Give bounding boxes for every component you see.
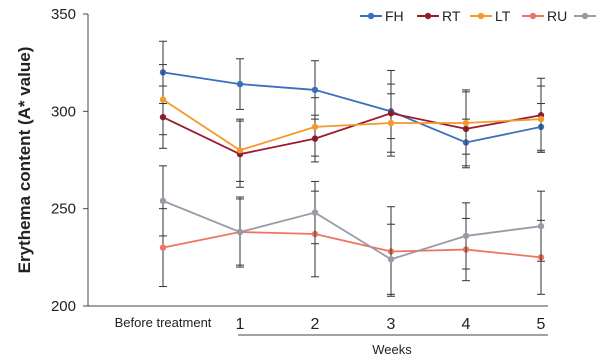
y-tick-label: 200 bbox=[51, 298, 76, 315]
x-tick-label: 3 bbox=[387, 316, 396, 333]
legend-item-ru: RU bbox=[522, 8, 567, 24]
x-axis-ticks: Before treatment 1 2 3 4 5 bbox=[115, 315, 546, 333]
data-point bbox=[462, 232, 470, 240]
legend: FH RT LT RU LU bbox=[360, 8, 600, 24]
legend-swatch-marker bbox=[424, 12, 432, 20]
data-point bbox=[159, 197, 167, 205]
data-point bbox=[311, 86, 319, 94]
data-point bbox=[387, 119, 395, 127]
legend-swatch-marker bbox=[477, 12, 485, 20]
data-point bbox=[387, 256, 395, 263]
series-line bbox=[162, 71, 542, 144]
series-ru bbox=[159, 190, 545, 297]
legend-item-lu: LU bbox=[574, 8, 600, 24]
y-tick-label: 350 bbox=[51, 6, 76, 23]
legend-swatch-marker bbox=[581, 12, 589, 20]
x-tick-label: 2 bbox=[311, 316, 320, 333]
data-point bbox=[159, 244, 167, 251]
x-tick-label: 5 bbox=[537, 316, 546, 333]
legend-label: RU bbox=[547, 8, 567, 24]
series-line bbox=[162, 200, 542, 261]
legend-label: RT bbox=[442, 8, 461, 24]
series-layer bbox=[159, 40, 545, 297]
legend-swatch-marker bbox=[529, 12, 537, 20]
legend-label: FH bbox=[385, 8, 404, 24]
x-tick-label: 1 bbox=[236, 316, 245, 333]
y-axis-ticks: 200 250 300 350 bbox=[51, 6, 88, 315]
x-axis-title: Weeks bbox=[372, 342, 412, 357]
data-point bbox=[236, 80, 244, 88]
series-fh bbox=[159, 40, 545, 167]
y-axis-title: Erythema content (A* value) bbox=[15, 47, 34, 274]
data-point bbox=[311, 123, 319, 131]
data-point bbox=[537, 222, 545, 230]
series-line bbox=[162, 112, 542, 156]
legend-swatch-marker bbox=[367, 12, 375, 20]
y-tick-label: 300 bbox=[51, 103, 76, 120]
series-lu bbox=[159, 165, 545, 295]
x-tick-label: 4 bbox=[462, 316, 471, 333]
legend-item-fh: FH bbox=[360, 8, 404, 24]
data-point bbox=[236, 228, 244, 236]
series-line bbox=[162, 231, 542, 259]
data-point bbox=[462, 119, 470, 127]
y-tick-label: 250 bbox=[51, 201, 76, 218]
series-rt bbox=[159, 69, 545, 188]
legend-item-rt: RT bbox=[417, 8, 461, 24]
data-point bbox=[236, 147, 244, 154]
series-line bbox=[162, 98, 542, 152]
legend-label: LT bbox=[495, 8, 511, 24]
series-lt bbox=[159, 64, 545, 182]
data-point bbox=[159, 96, 167, 103]
x-tick-label: Before treatment bbox=[115, 315, 212, 330]
data-point bbox=[537, 115, 545, 123]
data-point bbox=[311, 209, 319, 216]
legend-item-lt: LT bbox=[470, 8, 511, 24]
